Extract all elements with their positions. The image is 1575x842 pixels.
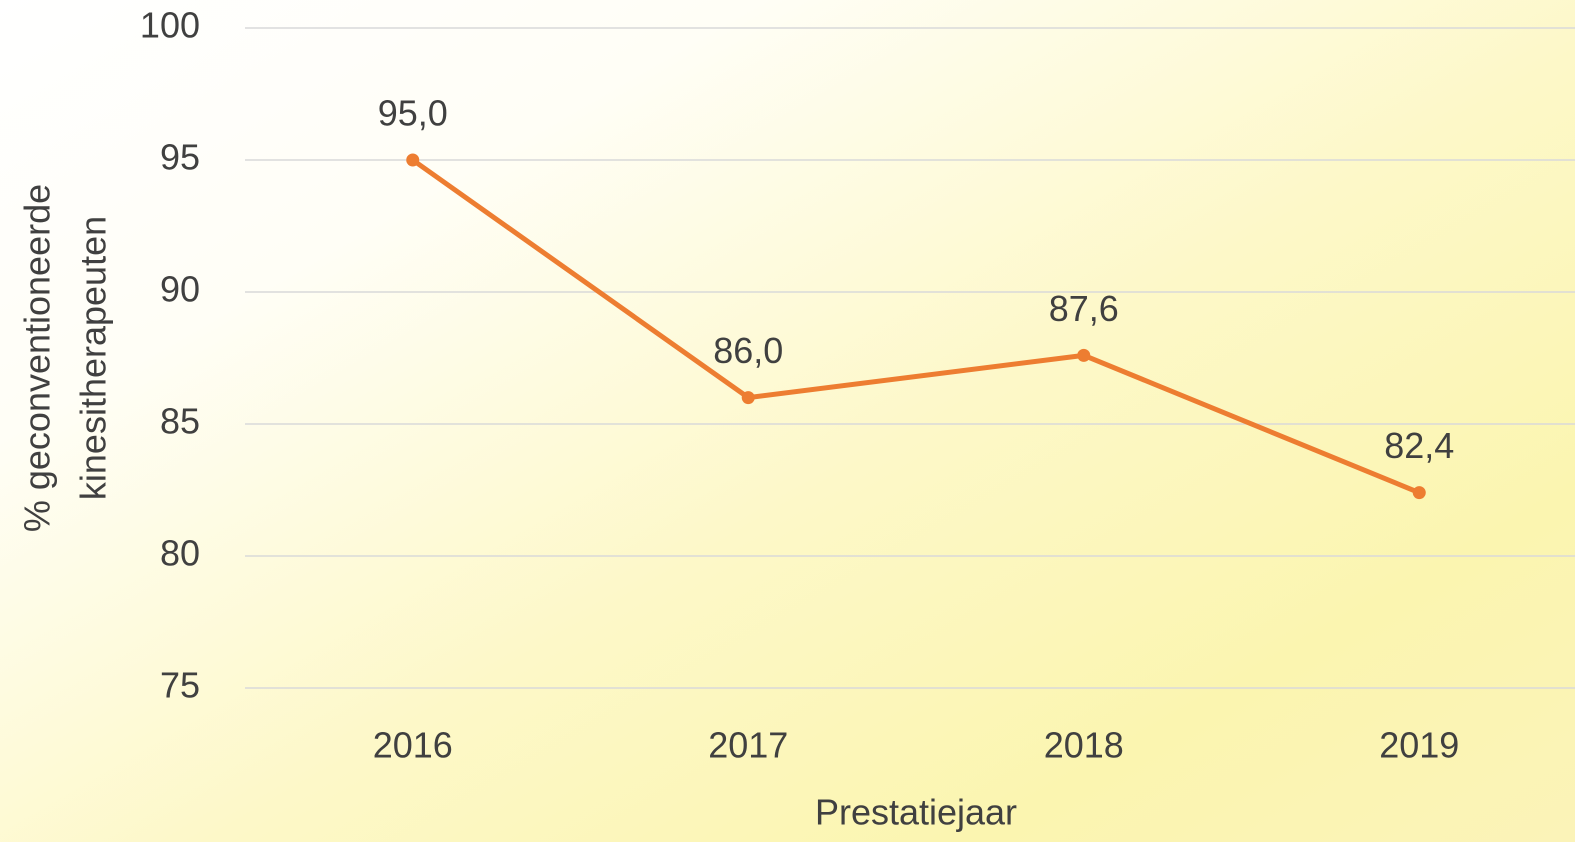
x-tick-label: 2018 (1044, 725, 1124, 766)
y-tick-label: 100 (140, 5, 200, 46)
x-tick-label: 2016 (373, 725, 453, 766)
point (1077, 348, 1091, 362)
data-label: 82,4 (1384, 425, 1454, 466)
y-axis-title-line: % geconventioneerde (17, 184, 58, 532)
y-tick-label: 80 (160, 533, 200, 574)
x-axis-title: Prestatiejaar (815, 792, 1017, 833)
series-line (411, 157, 1421, 495)
data-label: 87,6 (1049, 288, 1119, 329)
y-tick-label: 75 (160, 665, 200, 706)
y-axis-title-line: kinesitherapeuten (73, 216, 114, 500)
x-tick-label: 2019 (1379, 725, 1459, 766)
y-axis-title: % geconventioneerde kinesitherapeuten (17, 184, 114, 532)
y-tick-label: 85 (160, 401, 200, 442)
y-tick-label: 95 (160, 137, 200, 178)
point (406, 153, 420, 167)
data-label: 95,0 (378, 93, 448, 134)
data-label: 86,0 (713, 330, 783, 371)
point (1412, 486, 1426, 500)
point (741, 391, 755, 405)
x-tick-label: 2017 (708, 725, 788, 766)
y-tick-label: 90 (160, 269, 200, 310)
